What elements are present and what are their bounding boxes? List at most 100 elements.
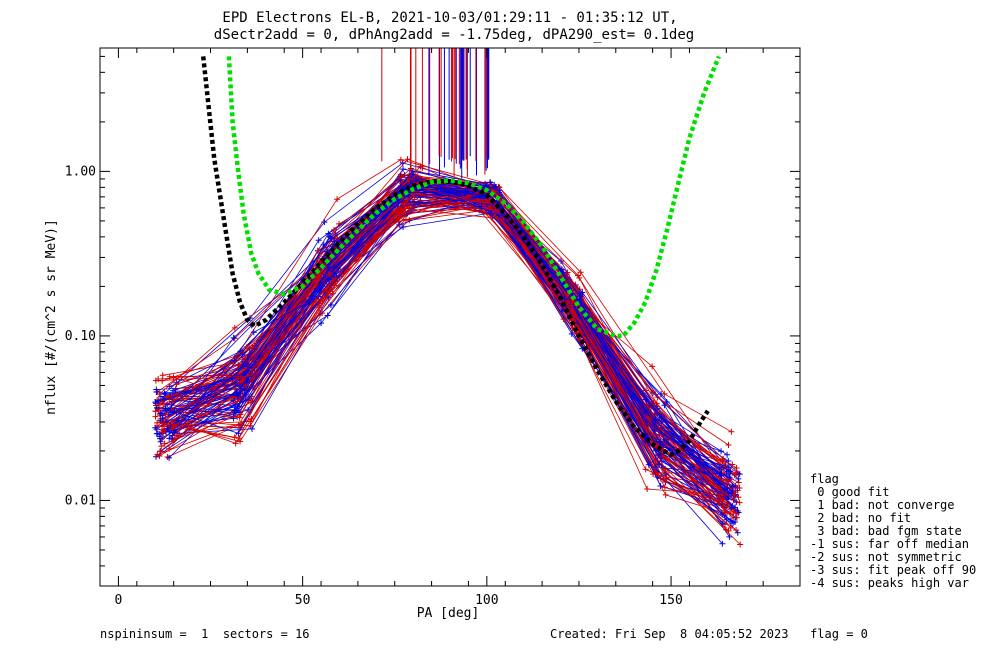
flux-trace [159,190,727,495]
flux-point-marker [407,165,414,172]
flux-point-marker [719,540,726,547]
chart-title-line1: EPD Electrons EL-B, 2021-10-03/01:29:11 … [222,10,677,26]
flux-point-marker [157,438,164,445]
flux-point-marker [162,405,169,412]
flux-trace [175,187,732,494]
flux-point-marker [152,377,159,384]
flux-point-marker [336,273,343,280]
x-tick-label: 0 [115,593,123,608]
flux-point-marker [156,401,163,408]
flux-point-marker [733,510,740,517]
legend-item: -2 sus: not symmetric [810,550,962,564]
flux-point-marker [235,430,242,437]
flux-trace [164,186,737,503]
flux-point-marker [733,526,740,533]
flux-point-marker [735,475,742,482]
flux-point-marker [152,408,159,415]
flux-point-marker [161,427,168,434]
flux-point-marker [571,312,578,319]
flux-point-marker [327,301,334,308]
flux-point-marker [720,455,727,462]
flux-point-marker [644,486,651,493]
flux-point-marker [166,445,173,452]
x-axis-label: PA [deg] [417,606,480,621]
flux-trace [166,181,720,469]
flux-point-marker [166,373,173,380]
flux-point-marker [649,363,656,370]
flux-trace [161,202,724,507]
flux-point-marker [398,173,405,180]
flux-point-marker [234,392,241,399]
flux-point-marker [661,390,668,397]
flux-point-marker [161,421,168,428]
flux-point-marker [153,388,160,395]
footer-right: Created: Fri Sep 8 04:05:52 2023 flag = … [550,627,868,641]
flux-point-marker [736,499,743,506]
flux-point-marker [324,312,331,319]
flux-point-marker [719,496,726,503]
flux-point-marker [732,489,739,496]
flux-point-marker [733,471,740,478]
flux-point-marker [737,541,744,548]
flux-point-marker [646,420,653,427]
flux-point-marker [158,443,165,450]
flux-trace [156,194,740,504]
flux-point-marker [652,447,659,454]
flux-point-marker [237,438,244,445]
flux-point-marker [152,413,159,420]
flux-point-marker [726,474,733,481]
flux-point-marker [731,518,738,525]
flux-point-marker [159,372,166,379]
flux-point-marker [166,435,173,442]
flux-point-marker [661,484,668,491]
flux-point-marker [152,399,159,406]
flux-point-marker [327,234,334,241]
flux-point-marker [651,427,658,434]
flux-point-marker [730,509,737,516]
flux-point-marker [726,533,733,540]
flux-point-marker [231,357,238,364]
flux-point-marker [162,391,169,398]
flux-point-marker [663,437,670,444]
flux-point-marker [725,464,732,471]
flux-point-marker [643,409,650,416]
flux-point-marker [327,271,334,278]
flux-point-marker [331,226,338,233]
flux-point-marker [569,308,576,315]
flux-point-marker [166,383,173,390]
flux-point-marker [164,425,171,432]
flux-point-marker [662,478,669,485]
flux-point-marker [727,510,734,517]
flux-trace [162,202,727,507]
fit-layer [200,55,721,458]
flux-point-marker [579,289,586,296]
flux-point-marker [567,301,574,308]
data-layer [152,48,744,548]
y-axis-label: nflux [#/(cm^2 s sr MeV)] [44,219,59,415]
flux-trace [177,194,734,501]
flux-point-marker [173,381,180,388]
flux-point-marker [243,379,250,386]
flux-point-marker [317,298,324,305]
flux-point-marker [729,483,736,490]
flux-trace [163,206,731,515]
flux-trace [163,197,738,515]
flux-point-marker [161,390,168,397]
flux-point-marker [719,520,726,527]
flux-point-marker [728,504,735,511]
flux-point-marker [487,179,494,186]
flux-point-marker [160,396,167,403]
flux-point-marker [315,237,322,244]
flux-point-marker [231,324,238,331]
flux-point-marker [171,432,178,439]
flux-point-marker [649,388,656,395]
flux-point-marker [487,204,494,211]
flux-point-marker [413,177,420,184]
flux-point-marker [166,454,173,461]
flux-point-marker [241,354,248,361]
flux-point-marker [496,212,503,219]
legend-item: -3 sus: fit peak off 90 [810,563,976,577]
flux-point-marker [157,410,164,417]
flux-trace [174,195,736,508]
flux-point-marker [397,156,404,163]
